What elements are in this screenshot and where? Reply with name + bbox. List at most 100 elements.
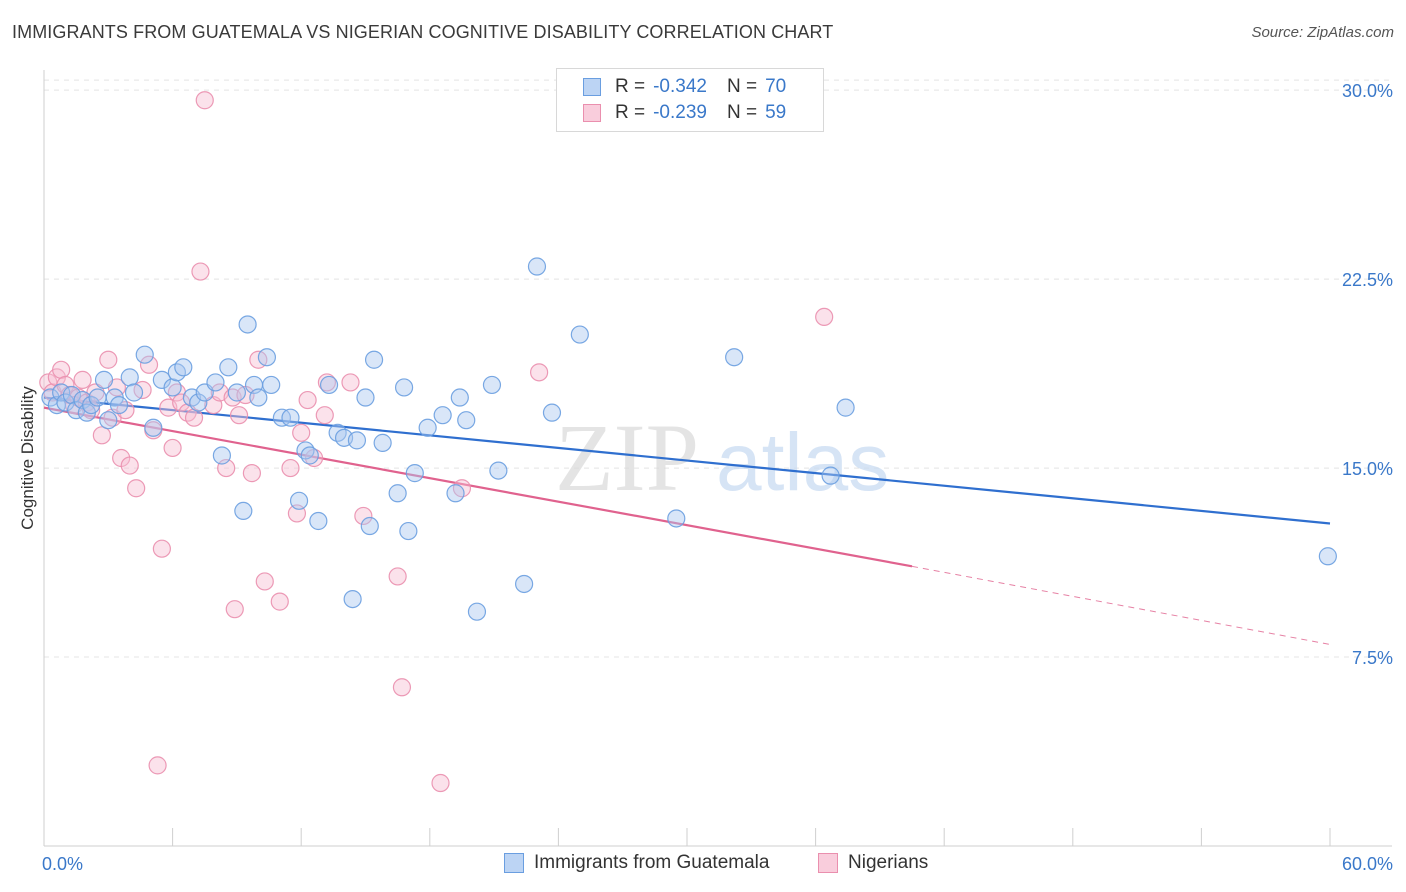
guatemala-point <box>94 370 114 389</box>
guatemala-point <box>399 521 418 541</box>
guatemala-point <box>88 388 107 407</box>
data-points <box>39 91 1337 793</box>
tick-labels: 7.5% 15.0% 22.5% 30.0% 0.0% 60.0% <box>42 81 1393 874</box>
series-swatch-pink <box>818 853 838 873</box>
y-axis-label: Cognitive Disability <box>18 386 37 530</box>
legend-n-value: 70 <box>765 76 787 97</box>
guatemala-point <box>262 375 281 395</box>
guatemala-point <box>174 358 193 377</box>
nigerian-point <box>229 406 249 425</box>
guatemala-point <box>418 418 437 437</box>
guatemala-point <box>52 383 71 402</box>
nigerian-point <box>270 592 289 611</box>
watermark: ZIP atlas <box>555 404 889 511</box>
guatemala-point <box>467 602 487 621</box>
guatemala-point <box>570 325 589 344</box>
guatemala-point <box>347 431 367 450</box>
guatemala-point <box>289 491 309 510</box>
grid-lines <box>44 79 1392 658</box>
nigerian-point <box>292 423 311 442</box>
x-tick-label: 60.0% <box>1342 854 1393 874</box>
guatemala-point <box>405 464 424 483</box>
series-legend-nigerians: Nigerians <box>818 852 928 874</box>
guatemala-point <box>238 315 257 334</box>
legend-swatch-blue <box>583 78 601 96</box>
nigerian-point <box>92 426 111 445</box>
guatemala-point <box>163 378 182 397</box>
guatemala-point <box>249 388 268 407</box>
watermark-zip: ZIP <box>555 404 699 511</box>
legend-row-guatemala: R = -0.342 N = 70 <box>583 75 786 99</box>
guatemala-point <box>135 345 154 364</box>
nigerian-point <box>242 464 262 483</box>
guatemala-point <box>725 348 744 367</box>
nigerian-point <box>225 600 244 619</box>
guatemala-point <box>1318 547 1337 566</box>
nigerian-point <box>52 360 71 379</box>
nigerian-point <box>530 363 549 382</box>
legend-row-nigerians: R = -0.239 N = 59 <box>583 101 786 125</box>
nigerian-point <box>139 355 159 374</box>
series-legend-guatemala: Immigrants from Guatemala <box>504 852 769 874</box>
guatemala-point <box>152 370 171 389</box>
guatemala-point <box>360 516 379 536</box>
series-legend-label: Immigrants from Guatemala <box>534 852 770 873</box>
guatemala-point <box>388 484 407 503</box>
nigerian-point <box>431 773 450 793</box>
nigerian-trend-extension <box>911 565 1331 645</box>
guatemala-point <box>300 446 319 465</box>
guatemala-point <box>281 408 300 427</box>
axes <box>43 70 1392 847</box>
guatemala-point <box>212 446 231 465</box>
y-tick-label: 7.5% <box>1352 648 1393 668</box>
guatemala-point <box>373 433 392 452</box>
guatemala-point <box>515 574 534 594</box>
y-tick-label: 30.0% <box>1342 81 1393 101</box>
guatemala-point <box>394 378 414 397</box>
guatemala-point <box>309 511 328 531</box>
nigerian-point <box>392 678 412 697</box>
x-tick-label: 0.0% <box>42 854 83 874</box>
series-legend: Immigrants from Guatemala Nigerians <box>0 852 1406 878</box>
source-credit: Source: ZipAtlas.com <box>1251 24 1394 41</box>
nigerian-point <box>195 91 214 110</box>
nigerian-point <box>354 506 373 526</box>
guatemala-point <box>343 589 362 609</box>
nigerian-point <box>120 456 139 475</box>
guatemala-point <box>446 484 465 503</box>
guatemala-point <box>457 411 476 430</box>
guatemala-point <box>356 388 375 407</box>
guatemala-point <box>99 411 118 430</box>
guatemala-trend-line <box>43 396 1331 525</box>
guatemala-point <box>836 398 855 417</box>
nigerian-point <box>255 572 274 591</box>
legend-r-value: -0.239 <box>653 102 707 123</box>
legend-n-value: 59 <box>765 102 787 123</box>
guatemala-point <box>120 368 139 387</box>
legend-n-label: N = <box>726 102 758 123</box>
y-tick-label: 22.5% <box>1342 270 1393 290</box>
trend-lines <box>43 396 1331 645</box>
legend-r-value: -0.342 <box>653 76 707 97</box>
guatemala-point <box>542 403 562 422</box>
guatemala-point <box>433 406 452 425</box>
nigerian-point <box>184 408 204 427</box>
legend-n-label: N = <box>726 76 758 97</box>
guatemala-point <box>319 375 339 395</box>
nigerian-point <box>317 373 337 392</box>
nigerian-point <box>163 438 182 458</box>
series-swatch-blue <box>504 853 524 873</box>
guatemala-point <box>227 383 246 402</box>
guatemala-point <box>527 257 547 276</box>
guatemala-point <box>219 358 238 377</box>
guatemala-point <box>482 375 502 395</box>
nigerian-trend-line <box>43 406 913 568</box>
guatemala-point <box>124 383 144 402</box>
series-legend-label: Nigerians <box>848 852 929 873</box>
guatemala-point <box>489 461 508 480</box>
nigerian-point <box>73 370 92 389</box>
nigerian-point <box>191 262 210 281</box>
nigerian-point <box>315 406 334 425</box>
guatemala-point <box>189 393 208 412</box>
